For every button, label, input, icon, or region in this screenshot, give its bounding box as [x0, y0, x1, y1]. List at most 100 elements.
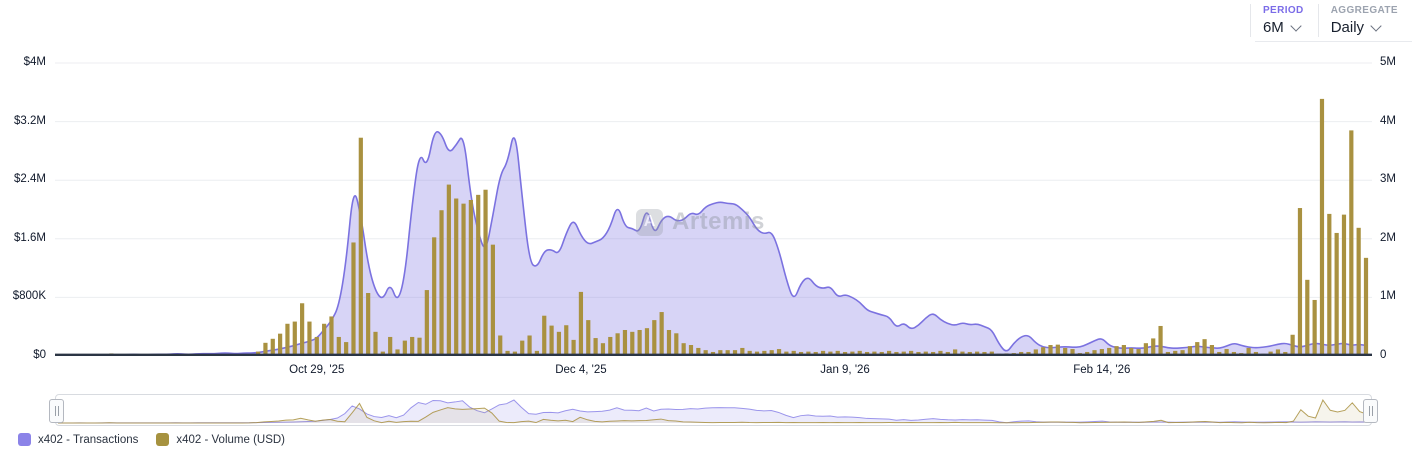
volume-bar: [1312, 299, 1317, 356]
volume-bar: [1136, 349, 1141, 356]
period-value: 6M: [1262, 19, 1284, 36]
x-axis-label: Feb 14, '26: [1073, 364, 1131, 376]
volume-bar: [1151, 338, 1156, 356]
y-axis-label-right: 1M: [1380, 290, 1396, 303]
volume-bar: [1092, 350, 1097, 356]
legend-item[interactable]: x402 - Volume (USD): [156, 433, 285, 446]
volume-bar: [549, 325, 554, 356]
volume-bar: [681, 343, 686, 356]
volume-bar: [1327, 213, 1332, 356]
volume-bar: [432, 237, 437, 356]
volume-bar: [285, 323, 290, 356]
volume-bar: [1041, 347, 1046, 356]
volume-bar: [1334, 232, 1339, 356]
volume-bar: [556, 331, 562, 356]
volume-bar: [490, 244, 495, 356]
volume-bar: [1070, 349, 1075, 356]
volume-bar: [498, 335, 503, 356]
volume-bar: [1107, 347, 1112, 356]
volume-bar: [314, 336, 319, 356]
volume-bar: [1363, 257, 1369, 356]
volume-bar: [505, 350, 510, 356]
volume-bar: [439, 210, 444, 356]
volume-bar: [1158, 325, 1163, 356]
y-axis-label-left: $2.4M: [14, 173, 46, 186]
volume-bar: [446, 184, 451, 356]
volume-bar: [1209, 345, 1215, 356]
chart-plot-area[interactable]: [55, 55, 1372, 357]
minimap-right-handle[interactable]: [1363, 399, 1378, 423]
volume-bar: [1173, 350, 1178, 356]
volume-bar: [820, 350, 826, 356]
volume-bar: [909, 350, 914, 356]
aggregate-dropdown[interactable]: AGGREGATE Daily: [1319, 0, 1412, 41]
aggregate-value: Daily: [1330, 19, 1365, 36]
volume-bar: [776, 349, 782, 356]
volume-bar: [351, 242, 356, 356]
volume-bar: [564, 325, 569, 356]
y-axis-label-left: $800K: [12, 290, 46, 303]
minimap-left-handle[interactable]: [49, 399, 64, 423]
y-axis-label-right: 2M: [1380, 231, 1396, 244]
volume-bar: [1297, 208, 1303, 356]
volume-bar: [1275, 349, 1281, 356]
aggregate-label: AGGREGATE: [1330, 5, 1398, 16]
y-axis-label-right: 4M: [1380, 114, 1396, 127]
volume-bar: [1341, 214, 1347, 356]
volume-bar: [762, 350, 767, 356]
volume-bar: [1143, 343, 1148, 356]
volume-bar: [666, 329, 672, 356]
volume-bar: [791, 350, 796, 356]
volume-bar: [1129, 347, 1134, 356]
period-label: PERIOD: [1262, 5, 1304, 16]
volume-bar: [1048, 345, 1053, 356]
volume-bar: [461, 203, 466, 356]
volume-bar: [725, 350, 730, 356]
minimap[interactable]: [49, 394, 1378, 426]
volume-bar: [454, 198, 459, 356]
volume-bar: [1319, 98, 1325, 356]
volume-bar: [322, 323, 327, 356]
volume-bar: [688, 345, 694, 356]
volume-bar: [270, 338, 275, 356]
volume-bar: [366, 293, 371, 356]
y-axis-label-left: $3.2M: [14, 114, 46, 127]
volume-bar: [1121, 345, 1126, 356]
period-dropdown[interactable]: PERIOD 6M: [1251, 0, 1318, 41]
minimap-volume-line: [58, 398, 1368, 424]
volume-bar: [1349, 130, 1354, 356]
volume-bar: [608, 336, 613, 356]
x-axis-label: Oct 29, '25: [289, 364, 345, 376]
volume-bar: [747, 350, 752, 356]
volume-bar: [373, 331, 378, 356]
volume-bar: [615, 333, 620, 356]
volume-bar: [637, 329, 642, 356]
volume-bar: [1290, 334, 1295, 356]
volume-bar: [388, 336, 393, 356]
volume-bar: [476, 194, 481, 356]
volume-bar: [1055, 344, 1060, 356]
volume-bar: [886, 350, 892, 356]
legend-item[interactable]: x402 - Transactions: [18, 433, 138, 446]
volume-bar: [644, 328, 650, 356]
volume-bar: [938, 350, 943, 356]
chart-svg: [55, 62, 1372, 357]
volume-bar: [703, 350, 708, 356]
volume-bar: [718, 350, 723, 356]
volume-bar: [593, 338, 598, 356]
transactions-area: [60, 131, 1366, 356]
legend: x402 - Transactions x402 - Volume (USD): [18, 433, 285, 446]
volume-bar: [571, 339, 576, 356]
volume-bar: [520, 340, 525, 356]
volume-bar: [1356, 227, 1361, 356]
minimap-svg: [58, 398, 1368, 424]
volume-bar: [417, 337, 422, 356]
minimap-transactions-area: [58, 400, 1367, 423]
volume-bar: [769, 350, 774, 356]
volume-bar: [329, 316, 334, 356]
volume-bar: [740, 347, 745, 356]
volume-bar: [424, 290, 429, 356]
volume-bar: [527, 335, 532, 356]
volume-bar: [622, 329, 628, 356]
volume-bar: [732, 350, 738, 356]
